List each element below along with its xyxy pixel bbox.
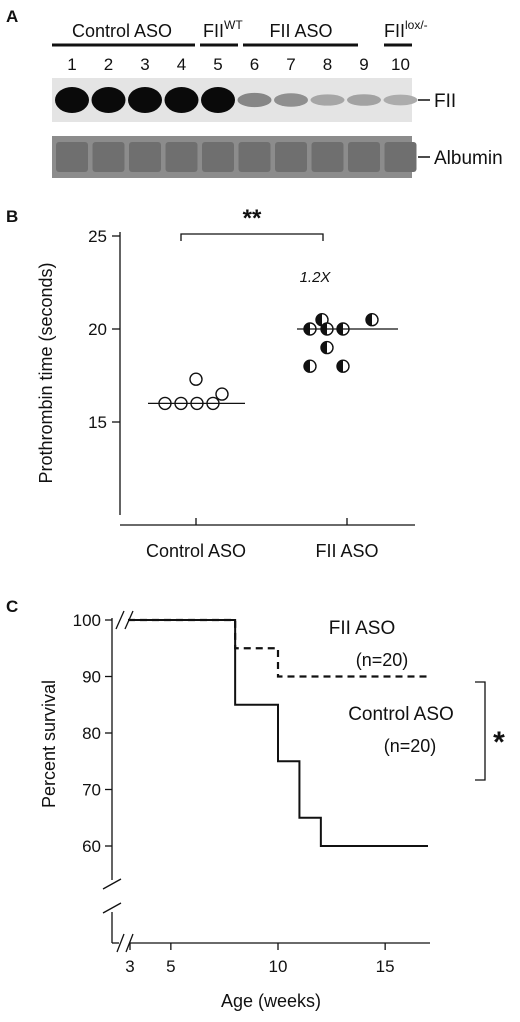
lane-number: 8 xyxy=(323,55,332,74)
fii-bands xyxy=(55,87,418,113)
fii-aso-point xyxy=(320,340,334,355)
lane-number: 10 xyxy=(391,55,410,74)
control-aso-point xyxy=(189,372,203,386)
fii-aso-point xyxy=(303,359,317,373)
fii-band xyxy=(347,94,381,106)
y-tick-label: 25 xyxy=(88,227,107,246)
fii-blot-label: FII xyxy=(434,91,456,112)
panel-b-data-points xyxy=(148,313,398,411)
albumin-bands xyxy=(56,142,417,172)
panel-c-significance-star: * xyxy=(493,726,505,759)
legend-control-aso-n: (n=20) xyxy=(384,736,437,756)
x-tick-label: 3 xyxy=(125,957,134,976)
lane-number: 9 xyxy=(359,55,368,74)
albumin-band xyxy=(56,142,88,172)
fii-aso-point xyxy=(336,359,350,373)
fii-band xyxy=(310,94,345,106)
panel-c-x-axis-title: Age (weeks) xyxy=(221,991,321,1011)
albumin-band xyxy=(92,142,125,172)
panel-c-label: C xyxy=(6,597,18,616)
fii-band xyxy=(274,93,308,107)
panel-c-y-axis-break xyxy=(102,878,122,914)
albumin-band xyxy=(202,142,234,172)
panel-b-label: B xyxy=(6,207,18,226)
fii-aso-point xyxy=(365,313,379,327)
group-label-fii-aso: FII ASO xyxy=(269,21,332,41)
albumin-band xyxy=(348,142,380,172)
group-label-fii-lox: FIIlox/- xyxy=(384,18,428,41)
x-tick-label: Control ASO xyxy=(146,541,246,561)
x-tick-label: 5 xyxy=(166,957,175,976)
albumin-band xyxy=(129,142,161,172)
x-tick-label: 10 xyxy=(269,957,288,976)
fii-band xyxy=(128,87,162,113)
y-tick-label: 20 xyxy=(88,320,107,339)
y-tick-label: 70 xyxy=(82,781,101,800)
lane-number: 6 xyxy=(250,55,259,74)
lane-number: 3 xyxy=(140,55,149,74)
panel-b-y-axis-title: Prothrombin time (seconds) xyxy=(36,262,56,483)
y-tick-label: 60 xyxy=(82,837,101,856)
x-tick-label: 15 xyxy=(376,957,395,976)
panel-c-y-axis-title: Percent survival xyxy=(39,680,59,808)
albumin-band xyxy=(384,142,417,172)
fii-band xyxy=(201,87,235,113)
y-tick-label: 80 xyxy=(82,724,101,743)
group-label-control-aso: Control ASO xyxy=(72,21,172,41)
panel-c-survival-curves xyxy=(128,618,428,847)
fii-aso-survival-line xyxy=(128,618,428,678)
albumin-band xyxy=(275,142,307,172)
albumin-band xyxy=(311,142,344,172)
legend-control-aso-name: Control ASO xyxy=(348,704,454,725)
y-tick-label: 90 xyxy=(82,668,101,687)
albumin-blot-label: Albumin xyxy=(434,148,503,169)
panel-b-significance-stars: ** xyxy=(243,205,262,232)
fii-band xyxy=(383,94,418,106)
fii-band xyxy=(237,92,272,108)
blot-group-labels: Control ASO FIIWT FII ASO FIIlox/- xyxy=(72,18,428,41)
y-tick-label: 15 xyxy=(88,413,107,432)
lane-number: 4 xyxy=(177,55,186,74)
fii-band xyxy=(164,87,199,113)
panel-a-label: A xyxy=(6,7,18,26)
fii-band xyxy=(91,87,126,113)
group-label-fii-wt: FIIWT xyxy=(203,18,243,41)
lane-number: 5 xyxy=(213,55,222,74)
panel-c-x-ticks: 3 5 10 15 xyxy=(125,943,395,976)
albumin-band xyxy=(238,142,271,172)
lane-numbers: 1 2 3 4 5 6 7 8 9 10 xyxy=(67,55,410,74)
lane-number: 1 xyxy=(67,55,76,74)
albumin-band xyxy=(165,142,198,172)
panel-b-significance-bracket xyxy=(180,233,324,241)
panel-b-x-ticks: Control ASO FII ASO xyxy=(146,518,379,561)
y-tick-label: 100 xyxy=(73,611,101,630)
x-tick-label: FII ASO xyxy=(315,541,378,561)
panel-c-significance-bracket xyxy=(475,681,486,781)
legend-fii-aso-name: FII ASO xyxy=(329,618,396,639)
panel-c-y-ticks: 60 70 80 90 100 xyxy=(73,611,112,856)
fold-change-annotation: 1.2X xyxy=(300,269,332,286)
control-aso-point xyxy=(215,387,229,401)
control-aso-survival-line xyxy=(128,619,428,847)
lane-number: 7 xyxy=(286,55,295,74)
panel-b-y-ticks: 15 20 25 xyxy=(88,227,120,432)
legend-fii-aso-n: (n=20) xyxy=(356,650,409,670)
fii-band xyxy=(55,87,89,113)
lane-number: 2 xyxy=(104,55,113,74)
